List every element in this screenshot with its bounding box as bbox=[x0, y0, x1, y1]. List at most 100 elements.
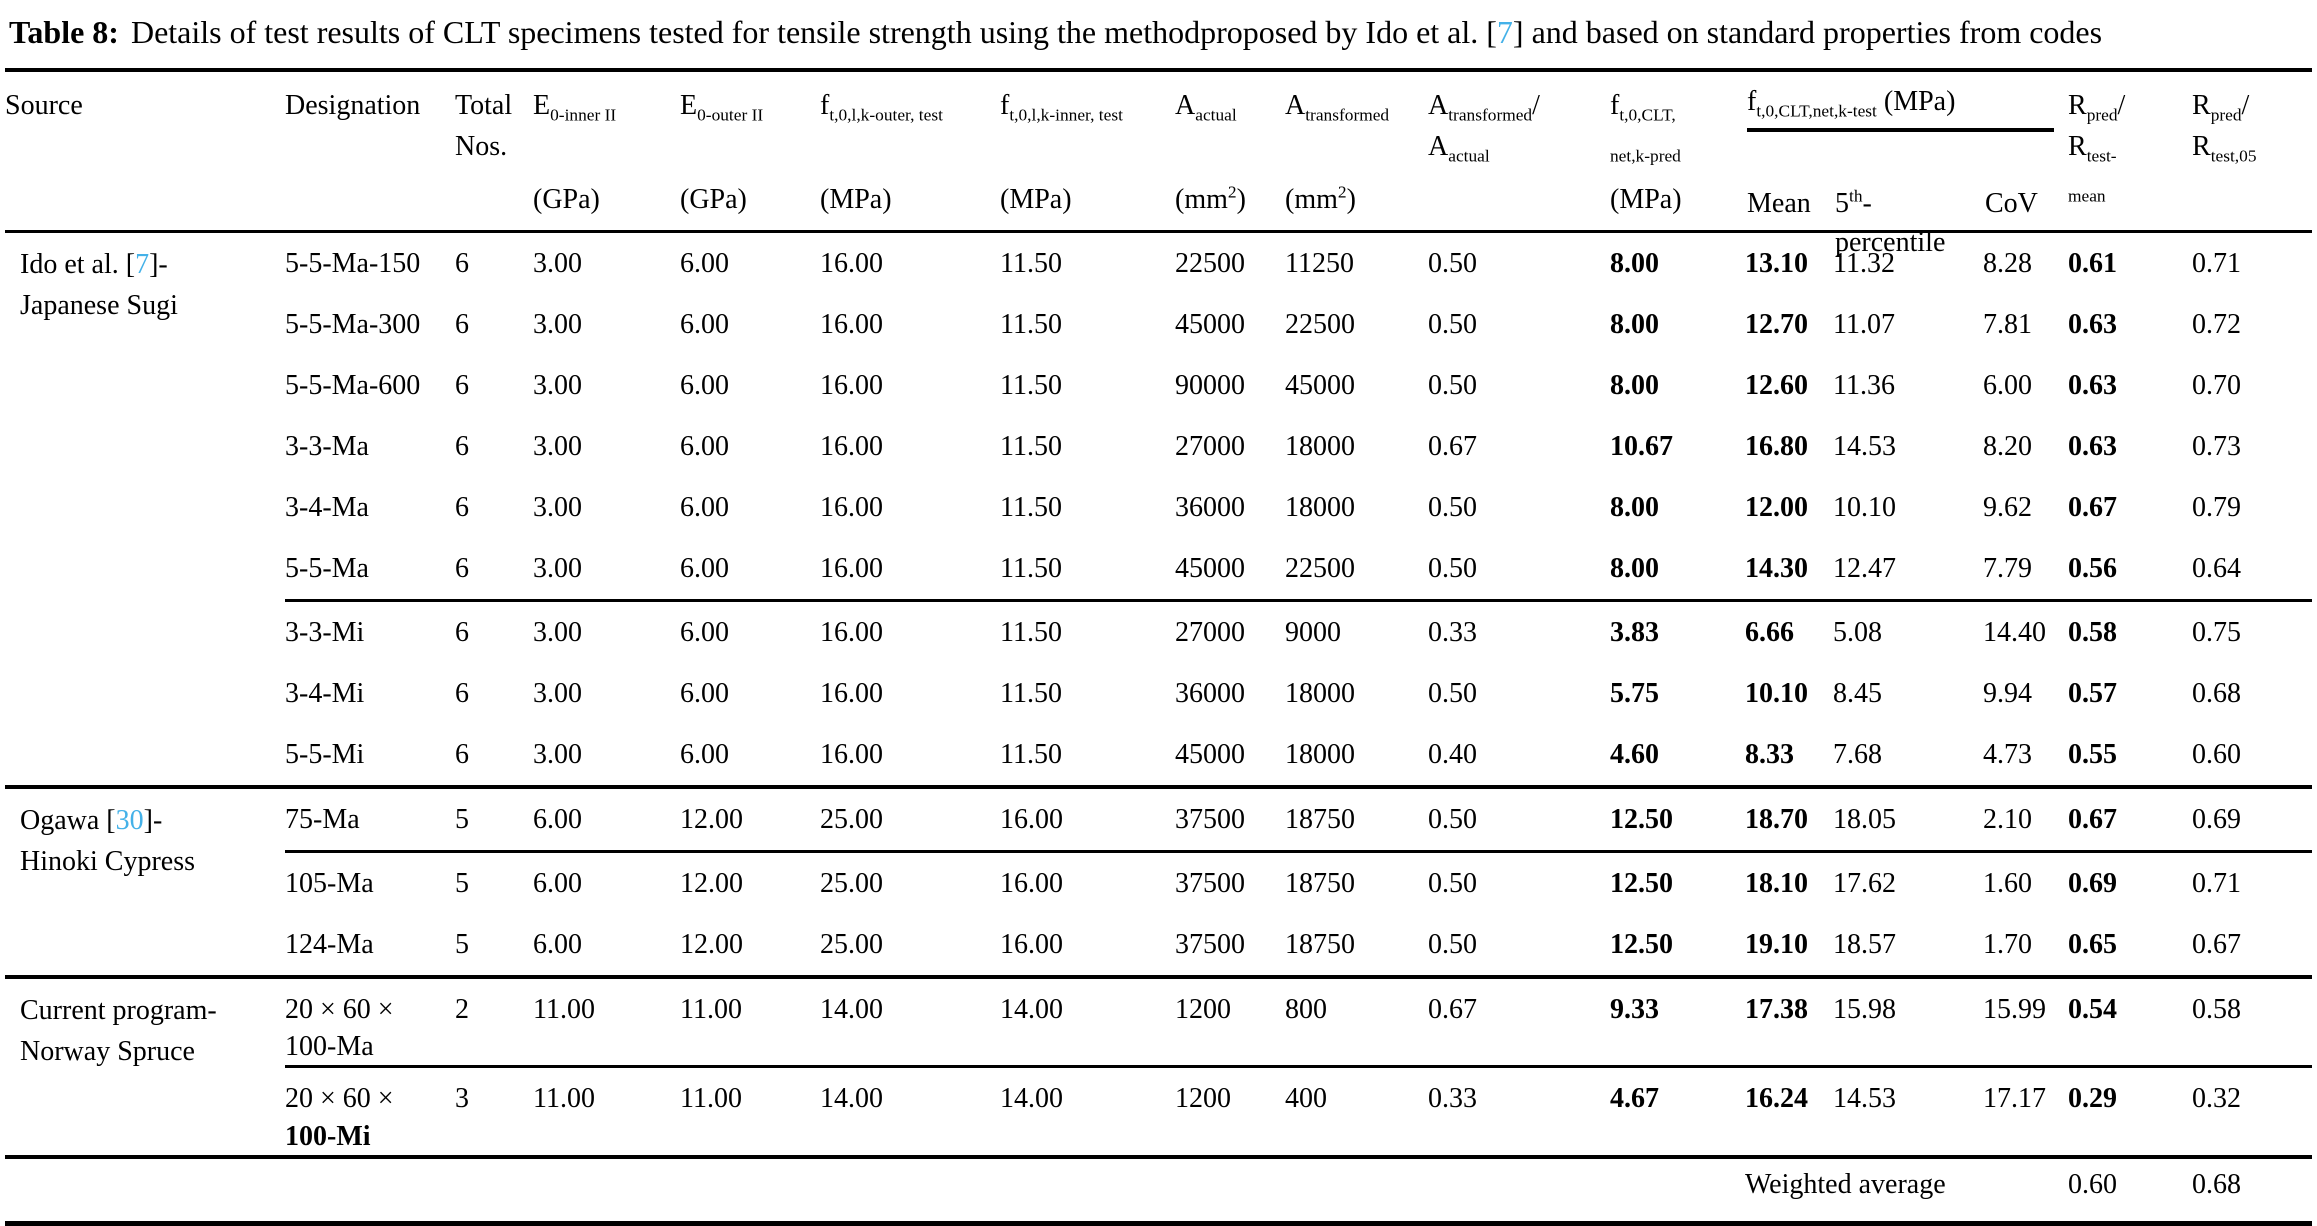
cell-a-ratio: 0.67 bbox=[1428, 431, 1477, 462]
cell-total-nos: 6 bbox=[455, 739, 469, 770]
cell-ft-outer-test: 14.00 bbox=[820, 1065, 1000, 1157]
cell-designation: 5-5-Ma-600 bbox=[285, 370, 421, 401]
cell-p5: 11.07 bbox=[1833, 309, 1895, 340]
cell-r-pred-rtest-05: 0.68 bbox=[2192, 678, 2241, 709]
cell-p5: 5.08 bbox=[1833, 599, 1983, 663]
col-header-a-ratio: Atransformed/Aactual bbox=[1428, 70, 1610, 233]
header-row: Source Designation Total Nos. E0-inner II… bbox=[5, 70, 2312, 258]
table-row: 20 × 60 × 100-Mi 3 11.00 11.00 14.00 14.00 1200… bbox=[5, 1065, 2312, 1157]
table-caption: Table 8: Details of test results of CLT s… bbox=[9, 8, 2312, 56]
cell-designation: 5-5-Ma bbox=[285, 553, 369, 584]
cell-r-pred-rtest-05: 0.72 bbox=[2192, 309, 2241, 340]
table-row: 105-Ma 5 6.00 12.00 25.00 16.00 37500 18750 0.50… bbox=[5, 850, 2312, 914]
header-total-nos-label: Total Nos. bbox=[455, 90, 513, 162]
cell-designation: 5-5-Ma-150 bbox=[285, 248, 421, 279]
cell-r-pred-rtest-mean: 0.63 bbox=[2068, 431, 2117, 462]
cell-ft-outer-test: 14.00 bbox=[820, 975, 1000, 1067]
cell-e0-outer: 6.00 bbox=[680, 739, 729, 770]
cell-designation: 20 × 60 × 100-Mi bbox=[285, 1065, 455, 1157]
cell-a-ratio: 0.50 bbox=[1428, 309, 1477, 340]
cell-a-actual: 45000 bbox=[1175, 553, 1245, 584]
cell-e0-inner: 3.00 bbox=[533, 492, 582, 523]
cell-r-pred-rtest-05: 0.71 bbox=[2192, 850, 2312, 914]
citation-ref[interactable]: 7 bbox=[135, 249, 150, 280]
header-a-actual-unit: (mm2) bbox=[1175, 182, 1246, 215]
cell-r-pred-rtest-mean: 0.58 bbox=[2068, 599, 2192, 663]
cell-total-nos: 6 bbox=[455, 599, 533, 663]
header-ft-inner-test-label: ft,0,l,k-inner, test bbox=[1000, 90, 1123, 125]
header-a-transformed-unit: (mm2) bbox=[1285, 182, 1356, 215]
cell-r-pred-rtest-mean: 0.61 bbox=[2068, 248, 2117, 279]
cell-mean: 14.30 bbox=[1745, 553, 1808, 584]
header-a-transformed-label: Atransformed bbox=[1285, 90, 1390, 125]
cell-p5: 18.57 bbox=[1833, 929, 1896, 960]
cell-a-transformed: 800 bbox=[1285, 975, 1428, 1067]
citation-ref[interactable]: 30 bbox=[115, 805, 144, 836]
cell-a-actual: 1200 bbox=[1175, 975, 1285, 1067]
cell-a-actual: 37500 bbox=[1175, 850, 1285, 914]
cell-f-pred: 3.83 bbox=[1610, 599, 1745, 663]
cell-e0-inner: 3.00 bbox=[533, 431, 582, 462]
citation-ref[interactable]: 7 bbox=[1496, 14, 1513, 50]
col-header-f-pred: ft,0,CLT, net,k-pred (MPa) bbox=[1610, 70, 1745, 233]
cell-ft-outer-test: 16.00 bbox=[820, 431, 883, 462]
cell-a-transformed: 22500 bbox=[1285, 309, 1355, 340]
cell-cov: 7.79 bbox=[1983, 553, 2032, 584]
cell-a-actual: 36000 bbox=[1175, 492, 1245, 523]
cell-ft-outer-test: 25.00 bbox=[820, 929, 883, 960]
cell-a-actual: 37500 bbox=[1175, 785, 1285, 852]
cell-total-nos: 6 bbox=[455, 370, 469, 401]
header-f-pred-label: ft,0,CLT, net,k-pred bbox=[1610, 90, 1681, 166]
col-header-r-pred-rtest-mean: Rpred/Rtest-mean bbox=[2068, 70, 2192, 233]
caption-label: Table 8: bbox=[9, 14, 119, 50]
cell-mean: 10.10 bbox=[1745, 678, 1808, 709]
cell-a-ratio: 0.50 bbox=[1428, 678, 1477, 709]
cell-designation: 75-Ma bbox=[285, 785, 455, 852]
table-row: 3-3-Ma 6 3.00 6.00 16.00 11.50 27000 18000 0.67 1… bbox=[5, 416, 2312, 477]
header-source-label: Source bbox=[5, 90, 83, 121]
table-row: 5-5-Ma-600 6 3.00 6.00 16.00 11.50 90000 45000 0… bbox=[5, 355, 2312, 416]
cell-f-pred: 12.50 bbox=[1610, 850, 1745, 914]
header-cov-label: CoV bbox=[1985, 188, 2038, 219]
cell-r-pred-rtest-05: 0.75 bbox=[2192, 599, 2312, 663]
header-r-pred-rtest-05-label: Rpred/Rtest,05 bbox=[2192, 90, 2257, 166]
cell-p5: 18.05 bbox=[1833, 785, 1983, 852]
cell-f-pred: 9.33 bbox=[1610, 975, 1745, 1067]
cell-designation: 20 × 60 × 100-Ma bbox=[285, 975, 455, 1067]
cell-f-pred: 5.75 bbox=[1610, 678, 1659, 709]
cell-e0-outer: 6.00 bbox=[680, 553, 729, 584]
cell-ft-inner-test: 11.50 bbox=[1000, 492, 1062, 523]
cell-e0-inner: 6.00 bbox=[533, 785, 680, 852]
cell-cov: 14.40 bbox=[1983, 599, 2068, 663]
cell-r-pred-rtest-05: 0.70 bbox=[2192, 370, 2241, 401]
cell-f-pred: 8.00 bbox=[1610, 492, 1659, 523]
cell-mean: 6.66 bbox=[1745, 599, 1833, 663]
cell-ft-inner-test: 11.50 bbox=[1000, 248, 1062, 279]
cell-ft-inner-test: 11.50 bbox=[1000, 370, 1062, 401]
header-designation-label: Designation bbox=[285, 90, 421, 121]
results-table: Source Designation Total Nos. E0-inner II… bbox=[5, 68, 2312, 1226]
cell-a-actual: 45000 bbox=[1175, 739, 1245, 770]
cell-ft-outer-test: 16.00 bbox=[820, 370, 883, 401]
caption-text: ] and based on standard properties from … bbox=[1512, 14, 2103, 50]
cell-a-ratio: 0.50 bbox=[1428, 553, 1477, 584]
cell-f-pred: 8.00 bbox=[1610, 248, 1659, 279]
cell-r-pred-rtest-mean: 0.67 bbox=[2068, 492, 2117, 523]
cell-e0-inner: 3.00 bbox=[533, 370, 582, 401]
cell-e0-inner: 3.00 bbox=[533, 248, 582, 279]
cell-a-transformed: 45000 bbox=[1285, 370, 1355, 401]
cell-e0-outer: 6.00 bbox=[680, 248, 729, 279]
cell-mean: 17.38 bbox=[1745, 975, 1833, 1067]
cell-cov: 9.62 bbox=[1983, 492, 2032, 523]
table-row: 3-4-Mi 6 3.00 6.00 16.00 11.50 36000 18000 0.50 5… bbox=[5, 663, 2312, 724]
cell-mean: 12.60 bbox=[1745, 370, 1808, 401]
col-header-r-pred-rtest-05: Rpred/Rtest,05 bbox=[2192, 70, 2312, 233]
cell-a-ratio: 0.50 bbox=[1428, 492, 1477, 523]
cell-r-pred-rtest-mean: 0.63 bbox=[2068, 370, 2117, 401]
cell-a-transformed: 18750 bbox=[1285, 929, 1355, 960]
table-row: 3-3-Mi 6 3.00 6.00 16.00 11.50 27000 9000 0.33 3.… bbox=[5, 599, 2312, 663]
cell-e0-outer: 6.00 bbox=[680, 678, 729, 709]
cell-a-transformed: 9000 bbox=[1285, 599, 1428, 663]
cell-f-pred: 12.50 bbox=[1610, 785, 1745, 852]
